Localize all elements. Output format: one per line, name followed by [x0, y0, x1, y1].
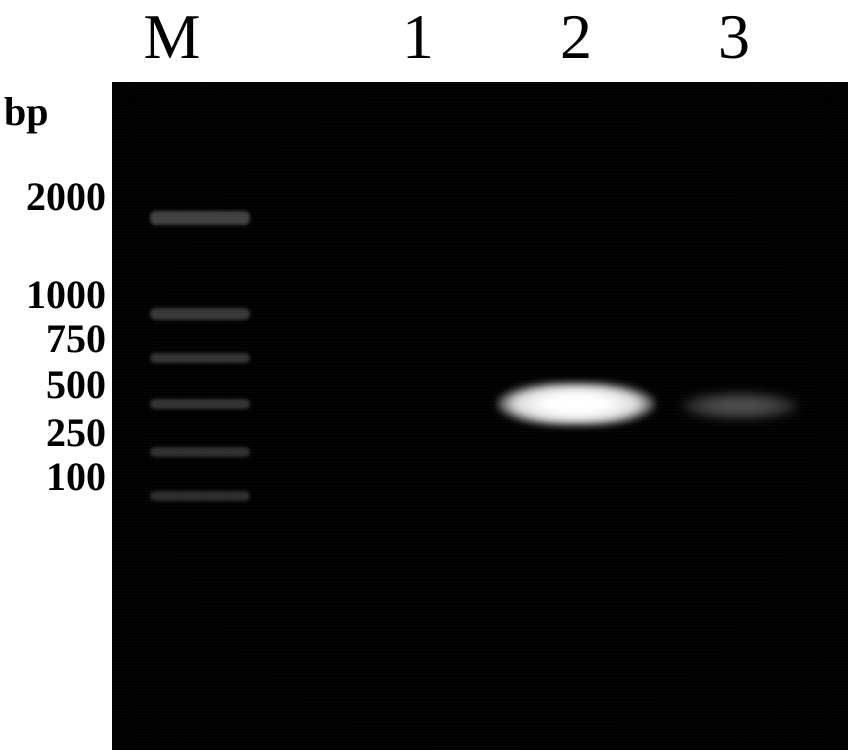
lane-label-3: 3	[694, 0, 774, 74]
gel-image	[112, 82, 848, 750]
marker-band-750	[150, 353, 250, 363]
marker-band-1000	[150, 308, 250, 320]
marker-band-250	[150, 447, 250, 457]
band-lane3-~480bp	[680, 393, 800, 419]
axis-unit-bp: bp	[4, 88, 49, 135]
marker-band-2000	[150, 211, 250, 225]
lane-label-2: 2	[536, 0, 616, 74]
ladder-label-1000: 1000	[26, 271, 106, 318]
ladder-label-250: 250	[46, 409, 106, 456]
ladder-label-750: 750	[46, 315, 106, 362]
gel-electrophoresis-figure: M 1 2 3 bp 2000 1000 750 500 250 100	[0, 0, 852, 755]
band-lane2-~480bp	[497, 383, 655, 425]
ladder-label-500: 500	[46, 361, 106, 408]
lane-label-M: M	[132, 0, 212, 74]
ladder-label-100: 100	[46, 453, 106, 500]
lane-label-1: 1	[378, 0, 458, 74]
marker-band-500	[150, 399, 250, 409]
marker-band-100	[150, 491, 250, 501]
ladder-label-2000: 2000	[26, 173, 106, 220]
